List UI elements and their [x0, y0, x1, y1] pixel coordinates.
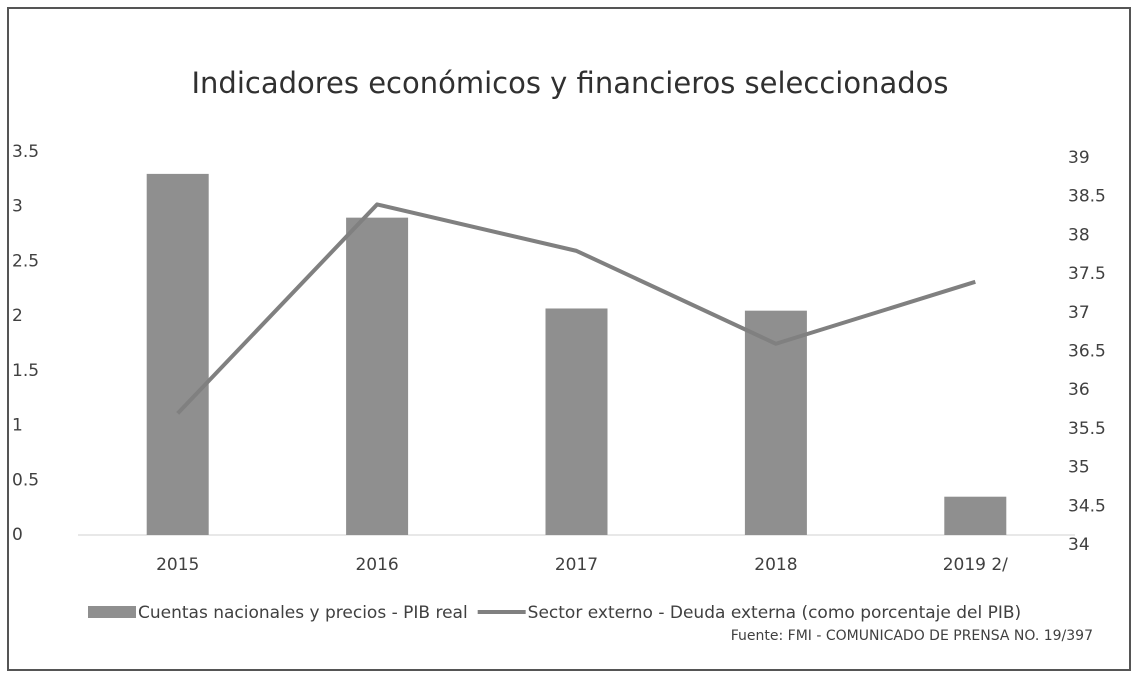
y-tick-label: 0.5: [12, 470, 39, 490]
y-tick-label: 3: [12, 197, 23, 217]
source-note: Fuente: FMI - COMUNICADO DE PRENSA NO. 1…: [731, 628, 1093, 644]
bar: [545, 308, 608, 535]
y-tick-label: 2.5: [12, 251, 39, 271]
x-tick-label: 2018: [754, 555, 797, 575]
y-tick-label: 3.5: [12, 142, 39, 162]
bar: [744, 310, 807, 535]
y-tick-label: 1.5: [12, 361, 39, 381]
y2-tick-label: 36.5: [1068, 342, 1106, 362]
y2-tick-label: 38.5: [1068, 187, 1106, 207]
bar: [944, 496, 1007, 535]
x-tick-label: 2015: [156, 555, 199, 575]
legend-swatch: [88, 606, 136, 618]
x-tick-label: 2016: [355, 555, 398, 575]
y-tick-label: 0: [12, 525, 23, 545]
line: [176, 202, 976, 415]
y2-tick-label: 36: [1068, 380, 1090, 400]
y2-tick-label: 35.5: [1068, 419, 1106, 439]
y2-tick-label: 37: [1068, 303, 1090, 323]
chart-title: Indicadores económicos y financieros sel…: [191, 66, 948, 100]
legend-label: Sector externo - Deuda externa (como por…: [528, 603, 1022, 623]
y-tick-label: 2: [12, 306, 23, 326]
y2-tick-label: 34.5: [1068, 496, 1106, 516]
x-tick-label: 2017: [555, 555, 598, 575]
legend-label: Cuentas nacionales y precios - PIB real: [138, 603, 468, 623]
y2-tick-label: 35: [1068, 458, 1090, 478]
y2-tick-label: 34: [1068, 535, 1090, 555]
y2-tick-label: 38: [1068, 225, 1090, 245]
y2-tick-label: 37.5: [1068, 264, 1106, 284]
bar: [146, 173, 209, 535]
bar: [346, 217, 409, 535]
x-tick-label: 2019 2/: [943, 555, 1008, 575]
y-tick-label: 1: [12, 416, 23, 436]
y2-tick-label: 39: [1068, 148, 1090, 168]
